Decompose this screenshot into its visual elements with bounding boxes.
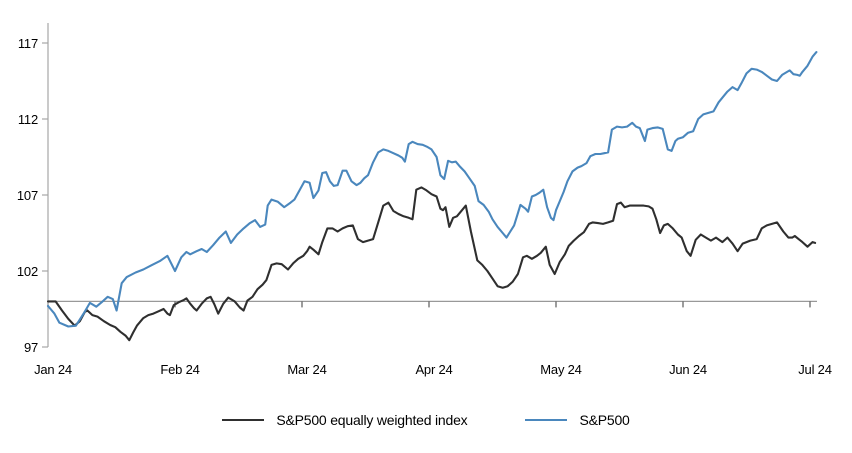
legend: S&P500 equally weighted index S&P500 xyxy=(0,412,852,428)
x-tick-label: Jun 24 xyxy=(669,362,707,377)
x-tick-label: Jan 24 xyxy=(34,362,72,377)
legend-item-sp500: S&P500 xyxy=(525,412,630,428)
legend-label-sp500: S&P500 xyxy=(579,412,630,428)
x-tick-label: May 24 xyxy=(540,362,581,377)
y-tick-label: 102 xyxy=(17,264,38,279)
legend-line-sample-blue xyxy=(525,419,568,421)
legend-item-equal-weight: S&P500 equally weighted index xyxy=(222,412,468,428)
series-line-0 xyxy=(46,186,817,342)
x-tick-label: Feb 24 xyxy=(160,362,199,377)
y-tick-label: 112 xyxy=(18,112,38,127)
y-tick-label: 117 xyxy=(18,36,38,51)
y-tick-label: 107 xyxy=(17,188,38,203)
y-tick-label: 97 xyxy=(24,340,38,355)
x-tick-label: Jul 24 xyxy=(798,362,832,377)
legend-label-equal-weight: S&P500 equally weighted index xyxy=(276,412,468,428)
legend-line-sample-black xyxy=(222,419,265,421)
series-line-1 xyxy=(46,51,818,328)
x-tick-label: Apr 24 xyxy=(415,362,452,377)
x-tick-label: Mar 24 xyxy=(287,362,326,377)
